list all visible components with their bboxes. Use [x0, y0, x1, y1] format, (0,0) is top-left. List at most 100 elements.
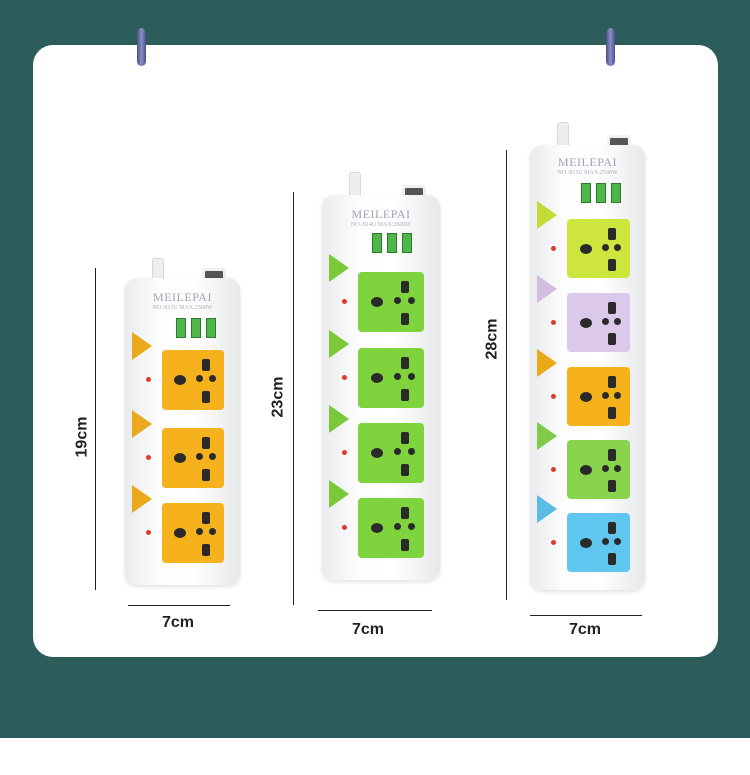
model-label: NO.:815U MAX:2500W [557, 170, 618, 176]
power-switch[interactable] [537, 422, 557, 450]
power-switch[interactable] [329, 405, 349, 433]
indicator-led [146, 377, 151, 382]
outlet-socket [567, 219, 630, 278]
power-switch[interactable] [329, 480, 349, 508]
indicator-led [551, 466, 556, 472]
indicator-led [551, 319, 556, 325]
socket-hole-left [174, 528, 187, 539]
socket-hole-bottom [400, 312, 409, 325]
socket-hole-top [607, 521, 616, 534]
socket-hole-top [607, 375, 616, 388]
socket-hole-left [579, 243, 592, 254]
socket-hole-left [579, 391, 592, 402]
socket-hole-bottom [202, 468, 211, 481]
socket-hole-left [579, 537, 592, 548]
socket-hole-bottom [607, 480, 616, 493]
usb-port [596, 183, 606, 203]
usb-port [387, 233, 397, 253]
socket-hole-top [400, 281, 409, 293]
power-switch[interactable] [537, 349, 557, 377]
height-dimension-line [95, 268, 96, 590]
usb-port [402, 233, 412, 253]
socket-hole-top [607, 227, 616, 240]
socket-hole [407, 373, 415, 381]
socket-hole-left [174, 453, 187, 464]
power-switch[interactable] [329, 254, 349, 282]
socket-hole-bottom [607, 259, 616, 272]
indicator-led [342, 450, 347, 455]
outlet-socket [162, 350, 224, 410]
socket-hole-bottom [400, 538, 409, 551]
brand-label: MEILEPAI [558, 155, 617, 169]
socket-hole-left [371, 523, 384, 534]
width-dimension-line [530, 615, 642, 616]
power-switch[interactable] [537, 201, 557, 229]
width-label: 7cm [162, 614, 195, 631]
outlet-socket [358, 498, 424, 558]
usb-port [176, 318, 186, 338]
usb-port [372, 233, 382, 253]
socket-hole-top [202, 359, 211, 371]
socket-hole-top [400, 432, 409, 444]
socket-hole-bottom [202, 390, 211, 403]
socket-hole-top [202, 512, 211, 524]
outlet-socket [162, 503, 224, 563]
usb-port [206, 318, 216, 338]
width-dimension-line [318, 610, 432, 611]
socket-hole-bottom [607, 333, 616, 346]
height-dimension-line [293, 192, 294, 605]
indicator-led [146, 530, 151, 535]
power-switch[interactable] [132, 410, 152, 438]
socket-hole [601, 537, 609, 545]
power-strip: MEILEPAI NO.:814U MAX:2500W [322, 195, 440, 580]
socket-hole-bottom [202, 543, 211, 556]
socket-hole [614, 317, 622, 325]
width-label: 7cm [569, 621, 602, 638]
outlet-socket [162, 428, 224, 488]
socket-hole [394, 448, 402, 456]
socket-hole-left [174, 375, 187, 386]
outlet-socket [358, 348, 424, 408]
indicator-led [551, 245, 556, 251]
socket-hole-left [579, 317, 592, 328]
socket-hole [196, 453, 204, 461]
socket-hole-top [400, 357, 409, 369]
socket-hole [601, 391, 609, 399]
socket-hole [394, 523, 402, 531]
socket-hole-left [371, 373, 384, 384]
socket-hole [407, 297, 415, 305]
usb-port [611, 183, 621, 203]
usb-port [191, 318, 201, 338]
width-dimension-line [128, 605, 230, 606]
socket-hole [601, 243, 609, 251]
brand-label: MEILEPAI [153, 290, 212, 304]
outlet-socket [567, 440, 630, 499]
height-label: 23cm [269, 376, 287, 418]
socket-hole-bottom [400, 463, 409, 476]
socket-hole-bottom [607, 407, 616, 420]
height-label: 19cm [73, 416, 91, 458]
hanger-hook-left [137, 28, 146, 66]
power-switch[interactable] [132, 332, 152, 360]
indicator-led [146, 455, 151, 460]
power-switch[interactable] [329, 330, 349, 358]
indicator-led [551, 393, 556, 399]
outlet-socket [567, 367, 630, 426]
outlet-socket [358, 272, 424, 332]
socket-hole-bottom [400, 388, 409, 401]
socket-hole [208, 375, 216, 383]
socket-hole-left [371, 448, 384, 459]
brand-label: MEILEPAI [351, 207, 411, 221]
power-strip: MEILEPAI NO.:815U MAX:2500W [530, 145, 645, 590]
indicator-led [342, 299, 347, 304]
power-switch[interactable] [132, 485, 152, 513]
usb-port [581, 183, 591, 203]
socket-hole [614, 391, 622, 399]
socket-hole-top [607, 448, 616, 461]
socket-hole-top [202, 437, 211, 449]
socket-hole-top [400, 507, 409, 519]
power-switch[interactable] [537, 275, 557, 303]
power-switch[interactable] [537, 495, 557, 523]
outlet-socket [567, 293, 630, 352]
socket-hole-left [579, 464, 592, 475]
